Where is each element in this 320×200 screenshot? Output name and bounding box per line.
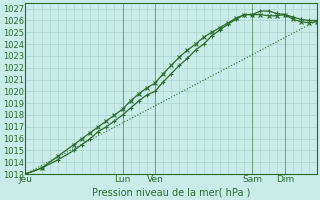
X-axis label: Pression niveau de la mer( hPa ): Pression niveau de la mer( hPa ) bbox=[92, 187, 251, 197]
